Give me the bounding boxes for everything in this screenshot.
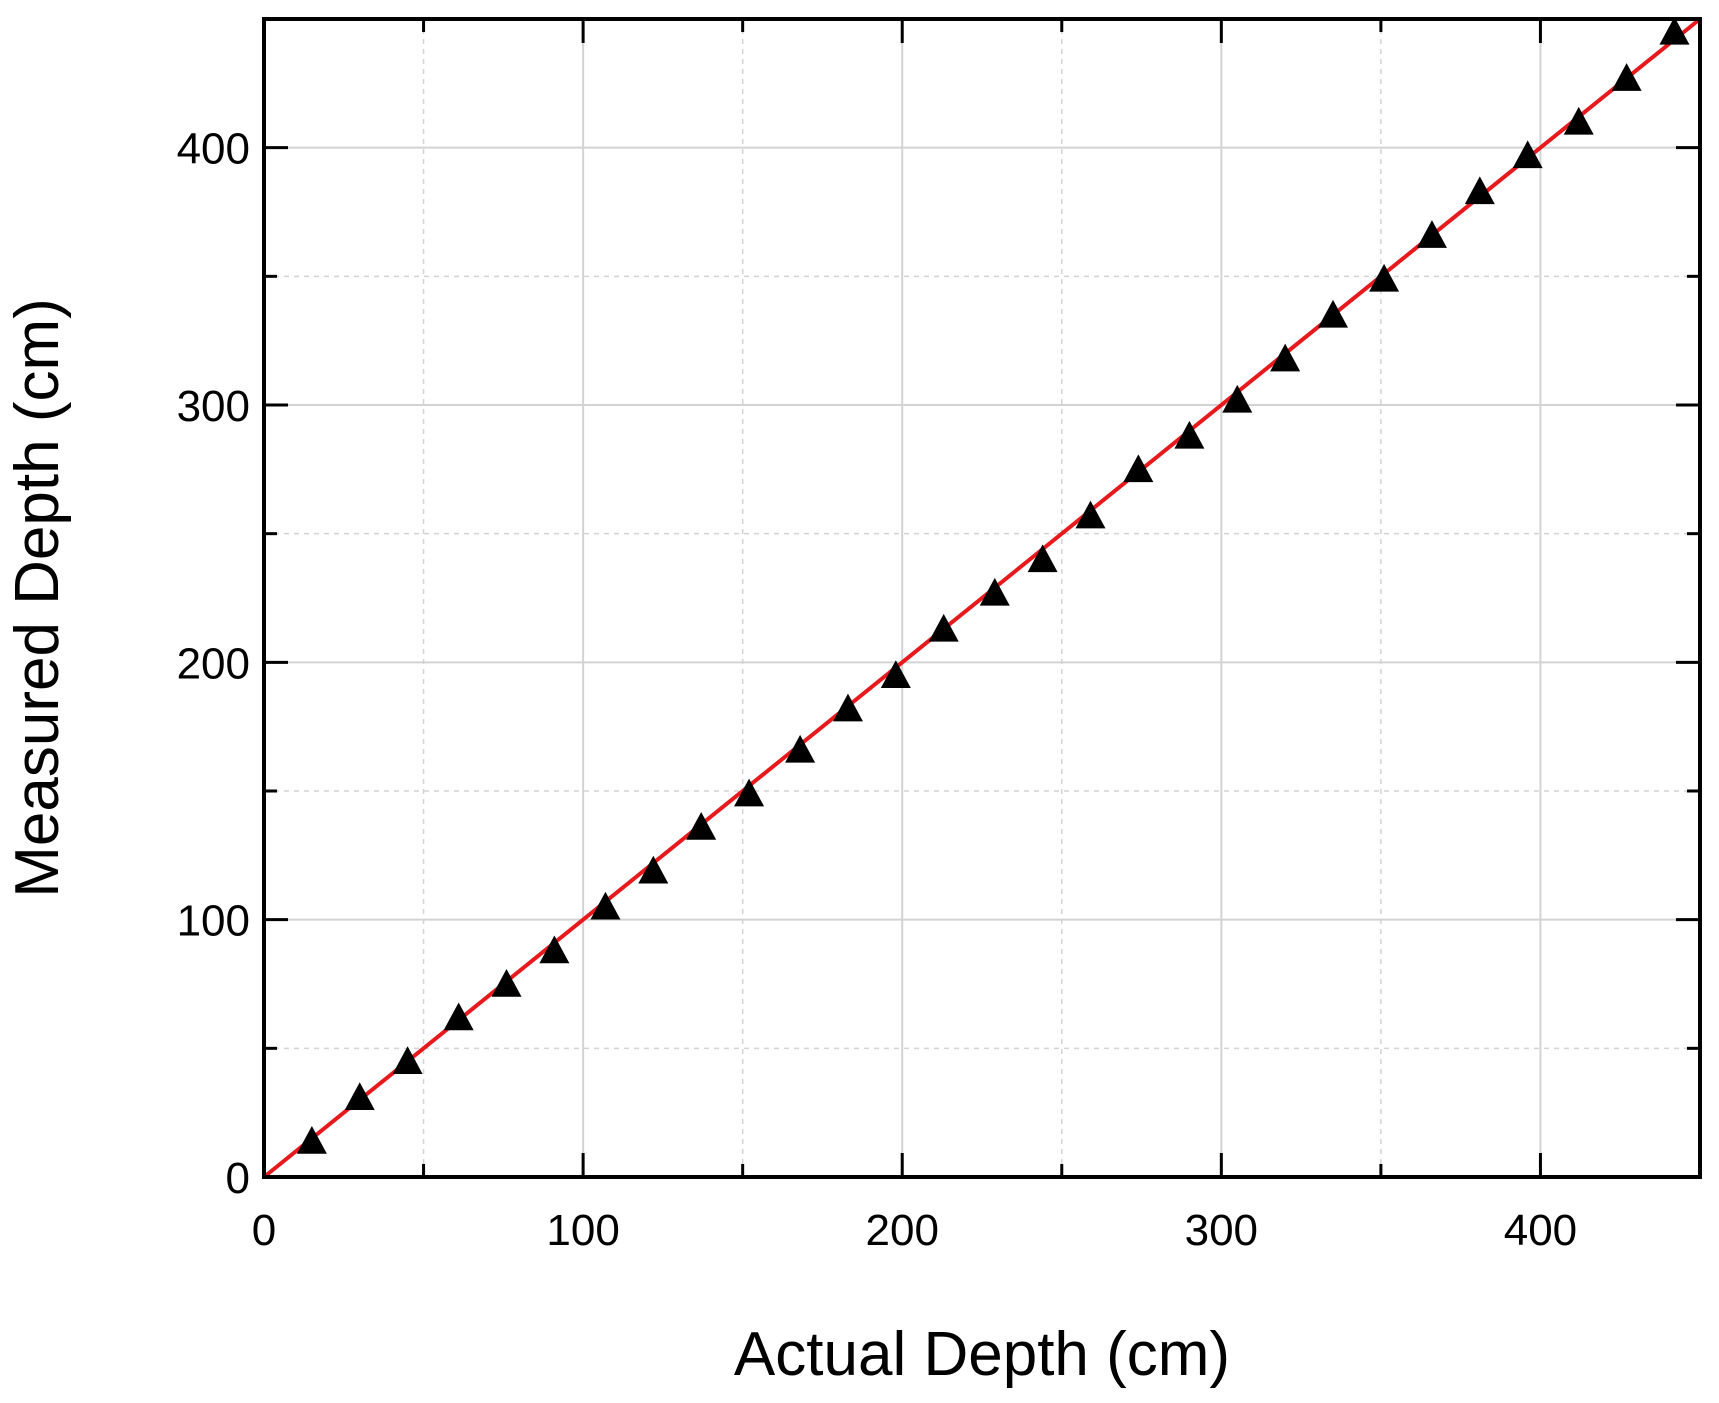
data-point — [1659, 16, 1690, 45]
data-point — [1027, 544, 1058, 573]
data-point — [928, 613, 959, 642]
x-tick-label: 300 — [1185, 1206, 1258, 1255]
data-point — [1416, 220, 1447, 248]
data-point — [392, 1046, 423, 1074]
data-point — [686, 812, 717, 840]
data-point — [1563, 106, 1594, 135]
data-point — [344, 1082, 375, 1110]
axis-ticks — [262, 17, 1702, 1179]
data-point — [590, 891, 621, 920]
data-point — [1222, 384, 1253, 413]
data-points — [296, 16, 1690, 1154]
data-point — [539, 935, 570, 964]
x-tick-label: 100 — [546, 1206, 619, 1255]
y-axis-title: Measured Depth (cm) — [3, 298, 72, 898]
data-point — [979, 577, 1010, 606]
y-tick-label: 100 — [177, 897, 250, 946]
x-tick-label: 0 — [252, 1206, 276, 1255]
x-axis-title: Actual Depth (cm) — [734, 1320, 1230, 1389]
data-point — [443, 1002, 474, 1031]
data-point — [1464, 176, 1495, 205]
data-point — [1174, 420, 1205, 449]
data-point — [1369, 263, 1400, 292]
data-point — [1123, 454, 1154, 483]
y-tick-label: 300 — [177, 382, 250, 431]
data-point — [1512, 140, 1543, 169]
data-point — [491, 969, 522, 997]
data-point — [880, 660, 911, 688]
data-point — [785, 734, 816, 763]
x-tick-label: 200 — [866, 1206, 939, 1255]
x-tick-labels: 0 100 200 300 400 — [252, 1206, 1577, 1255]
data-point — [832, 693, 863, 722]
data-point — [1270, 343, 1301, 372]
data-point — [296, 1125, 327, 1154]
plot-frame — [262, 17, 1702, 1179]
data-point — [734, 778, 765, 807]
x-tick-label: 400 — [1504, 1206, 1577, 1255]
data-point — [1611, 63, 1642, 91]
y-tick-labels: 0 100 200 300 400 — [177, 125, 250, 1203]
data-point — [1318, 299, 1349, 328]
grid — [264, 19, 1700, 1177]
data-point — [638, 855, 669, 884]
y-tick-label: 0 — [226, 1154, 250, 1203]
y-tick-label: 200 — [177, 639, 250, 688]
y-tick-label: 400 — [177, 125, 250, 174]
data-point — [1075, 500, 1106, 529]
